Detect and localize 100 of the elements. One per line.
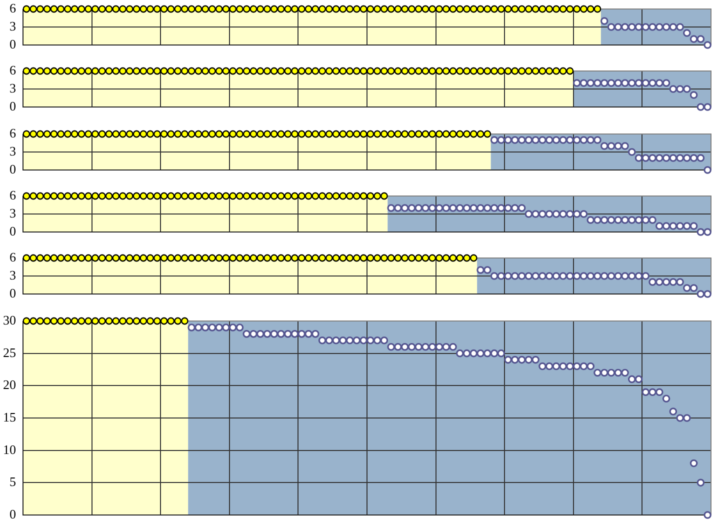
point: [476, 204, 484, 212]
point: [572, 136, 581, 144]
point: [532, 136, 540, 144]
point: [559, 210, 567, 218]
point: [662, 278, 670, 286]
point: [188, 192, 196, 200]
y-tick-label: 3: [10, 205, 16, 220]
y-tick-label: 6: [10, 62, 16, 78]
point: [683, 222, 691, 230]
point: [607, 79, 616, 87]
point: [642, 23, 650, 31]
point: [442, 204, 450, 212]
point: [84, 192, 92, 200]
point: [70, 192, 78, 200]
point: [360, 192, 368, 200]
point: [236, 192, 244, 200]
point: [600, 79, 608, 87]
point: [153, 192, 161, 200]
point: [105, 192, 113, 200]
y-tick-label: 0: [10, 285, 16, 300]
point: [696, 35, 705, 43]
point: [449, 204, 457, 212]
point: [683, 154, 691, 162]
point: [545, 272, 554, 280]
point: [484, 204, 492, 212]
point: [524, 272, 533, 280]
point: [346, 192, 354, 200]
point: [704, 103, 712, 111]
point: [704, 166, 712, 174]
point: [43, 192, 51, 200]
point: [683, 85, 691, 93]
y-tick-label: 5: [10, 474, 16, 490]
point: [174, 192, 182, 200]
point: [119, 192, 126, 200]
point: [22, 192, 30, 200]
point: [312, 192, 320, 200]
point: [339, 192, 347, 200]
point: [634, 272, 643, 280]
point: [614, 23, 622, 31]
y-tick-label: 6: [10, 0, 16, 16]
point: [215, 192, 223, 200]
point: [669, 222, 678, 230]
point: [662, 154, 670, 162]
point: [490, 272, 498, 280]
point: [298, 192, 306, 200]
point: [614, 216, 622, 224]
point: [676, 222, 684, 230]
point: [607, 216, 616, 224]
point: [167, 192, 175, 200]
y-tick-label: 0: [10, 223, 16, 238]
point: [648, 79, 656, 87]
point: [78, 192, 86, 200]
point: [621, 216, 629, 224]
point: [57, 192, 65, 200]
point: [304, 192, 312, 200]
point: [600, 17, 608, 25]
point: [552, 272, 560, 280]
point: [270, 192, 278, 200]
point: [580, 79, 588, 87]
point: [566, 136, 574, 144]
point: [50, 192, 58, 200]
point: [648, 154, 656, 162]
point: [696, 290, 705, 298]
point: [704, 228, 712, 236]
point: [580, 210, 588, 218]
point: [559, 136, 567, 144]
point: [532, 210, 540, 218]
point: [572, 272, 581, 280]
point: [634, 154, 643, 162]
point: [690, 91, 698, 99]
point: [229, 192, 237, 200]
point: [690, 284, 698, 292]
point: [400, 204, 409, 212]
point: [704, 41, 712, 49]
point: [532, 272, 540, 280]
point: [669, 23, 678, 31]
point: [352, 192, 360, 200]
point: [614, 272, 622, 280]
point: [621, 23, 629, 31]
point: [435, 204, 444, 212]
point: [628, 148, 636, 156]
point: [208, 192, 216, 200]
point: [504, 136, 512, 144]
point: [497, 136, 506, 144]
point: [30, 192, 38, 200]
point: [669, 278, 678, 286]
point: [242, 192, 250, 200]
point: [456, 204, 464, 212]
point: [628, 272, 636, 280]
point: [497, 204, 506, 212]
point: [696, 103, 705, 111]
point: [669, 154, 678, 162]
point: [277, 192, 285, 200]
point: [662, 79, 670, 87]
point: [642, 216, 650, 224]
point: [132, 192, 140, 200]
point: [250, 192, 258, 200]
point: [194, 192, 202, 200]
point: [607, 23, 616, 31]
point: [676, 23, 684, 31]
